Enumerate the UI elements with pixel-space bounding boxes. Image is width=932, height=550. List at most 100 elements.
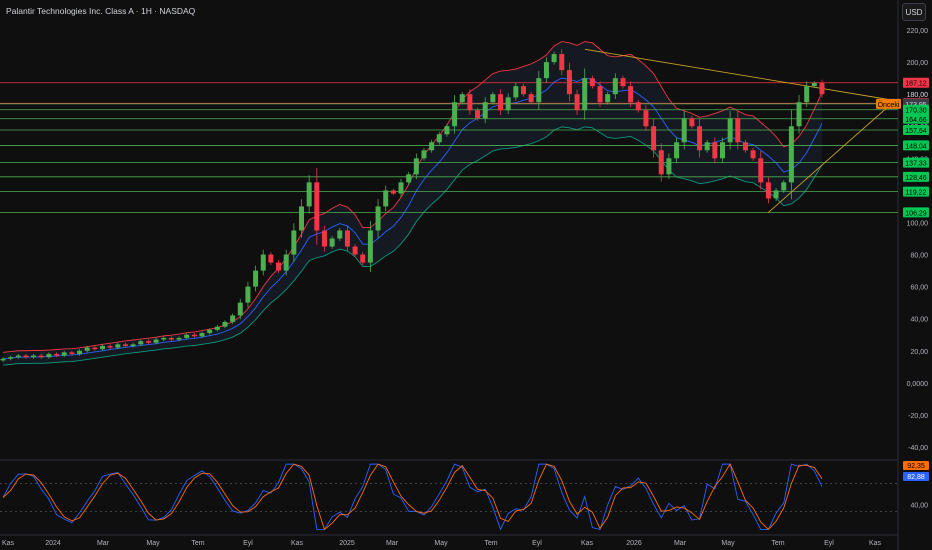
candle-body (628, 86, 634, 103)
candle-body (559, 54, 565, 71)
candle-body (69, 352, 75, 354)
x-tick-label: Eyl (824, 540, 834, 547)
candle-body (291, 230, 297, 255)
rsi-signal-box (903, 472, 929, 481)
level-label-box (903, 207, 929, 218)
x-tick-label: Mar (97, 540, 110, 547)
y-tick-label: 40,00 (910, 317, 928, 324)
candle-body (23, 355, 29, 358)
candle-body (612, 78, 618, 95)
candle-body (712, 142, 718, 159)
level-label-box (903, 77, 929, 88)
candle-body (268, 254, 274, 263)
candle-body (207, 329, 213, 334)
candle-body (321, 230, 327, 247)
candle-body (689, 118, 695, 127)
candle-body (360, 254, 366, 263)
candle-body (589, 78, 595, 87)
level-value-label: 137,33 (905, 161, 927, 168)
x-tick-label: 2025 (339, 540, 355, 547)
candle-body (597, 86, 603, 103)
candle-body (337, 230, 343, 239)
candle-body (528, 94, 534, 103)
candle-body (620, 78, 626, 87)
level-value-label: 164,66 (905, 117, 927, 124)
candle-body (214, 326, 220, 330)
candle-body (15, 355, 21, 358)
candle-body (605, 94, 611, 103)
candle-body (130, 344, 136, 346)
candle-body (421, 150, 427, 159)
candle-body (735, 118, 741, 143)
y-tick-label: 20,00 (910, 349, 928, 356)
candle-body (329, 238, 335, 247)
x-tick-label: Mar (386, 540, 399, 547)
x-tick-label: May (721, 540, 735, 547)
candle-body (566, 70, 572, 95)
candle-body (46, 353, 52, 358)
y-tick-label: 180,00 (907, 92, 929, 99)
candle-body (543, 62, 549, 79)
candle-body (781, 182, 787, 191)
candle-body (796, 102, 802, 127)
y-tick-label: 60,00 (910, 285, 928, 292)
candle-body (681, 118, 687, 143)
candle-body (145, 341, 151, 343)
candle-body (643, 110, 649, 127)
candle-body (383, 190, 389, 207)
candle-body (406, 174, 412, 183)
currency-button[interactable]: USD (902, 3, 926, 21)
level-value-label: 119,22 (906, 190, 927, 197)
candle-body (804, 86, 810, 103)
candle-body (819, 82, 825, 95)
level-label-box (903, 113, 929, 124)
x-tick-label: Eyl (532, 540, 542, 547)
candle-body (520, 86, 526, 95)
trendline-upper (584, 48, 896, 102)
candle-body (176, 337, 182, 340)
candle-body (138, 341, 144, 345)
y-tick-label: 200,00 (907, 60, 929, 67)
candle-body (536, 78, 542, 103)
candle-body (505, 97, 511, 111)
candle-body (237, 302, 243, 316)
candle-body (31, 355, 37, 358)
candle-body (452, 102, 458, 127)
candle-body (773, 190, 779, 199)
candle-body (54, 353, 60, 356)
x-tick-label: Mar (674, 540, 687, 547)
candle-body (765, 182, 771, 199)
candle-body (398, 182, 404, 194)
candle-body (674, 142, 680, 159)
candle-body (574, 94, 580, 111)
candle-body (100, 345, 106, 350)
candle-body (459, 94, 465, 103)
level-value-label: 157,64 (905, 128, 927, 135)
x-tick-label: Tem (191, 540, 204, 547)
x-tick-label: May (146, 540, 160, 547)
candle-body (61, 352, 67, 356)
chart-title: Palantir Technologies Inc. Class A · 1H … (6, 6, 196, 16)
candle-body (658, 150, 664, 175)
candle-body (750, 150, 756, 159)
level-value-label: 170,30 (905, 108, 927, 115)
candle-body (811, 82, 817, 87)
y-tick-label: 100,00 (907, 220, 929, 227)
candle-body (199, 333, 205, 337)
candle-body (513, 86, 519, 98)
candle-body (314, 182, 320, 231)
candle-body (260, 254, 266, 271)
candle-body (788, 126, 794, 183)
candle-body (704, 142, 710, 151)
candle-body (467, 94, 473, 111)
level-label-box (903, 157, 929, 168)
candle-body (0, 358, 6, 361)
candle-body (276, 262, 282, 271)
candle-body (230, 315, 236, 322)
rsi-value-box (903, 461, 929, 470)
candle-body (475, 110, 481, 119)
candle-body (390, 190, 396, 194)
candle-body (153, 339, 159, 343)
